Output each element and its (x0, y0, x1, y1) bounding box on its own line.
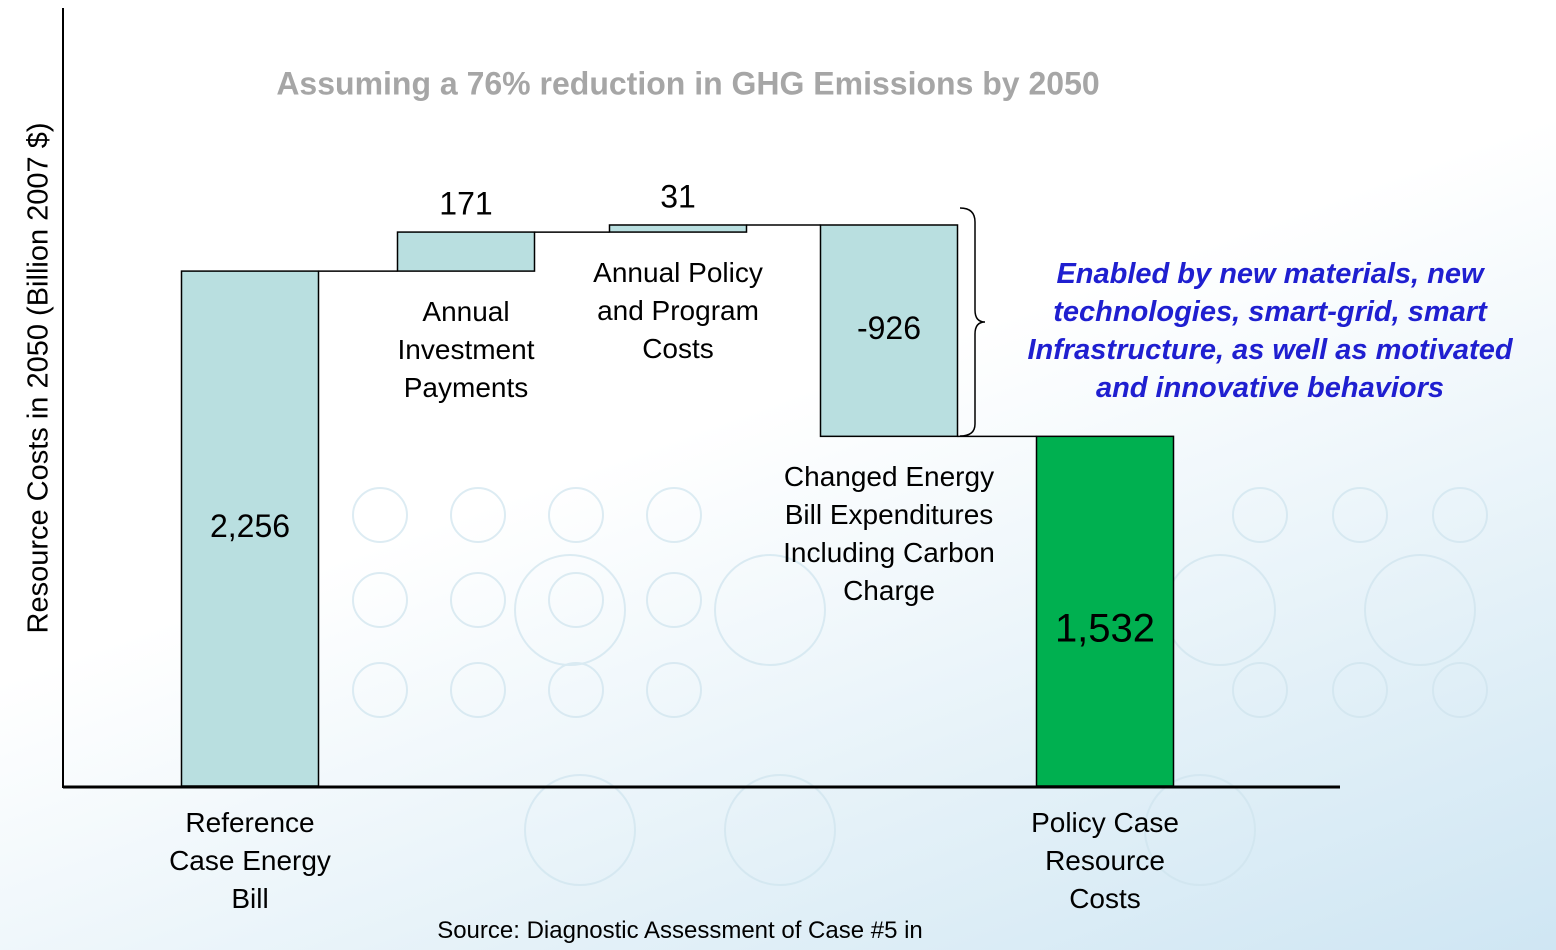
background-circles (352, 487, 1488, 886)
subtitle: Assuming a 76% reduction in GHG Emission… (276, 65, 1099, 101)
value-label: 171 (439, 186, 492, 222)
value-label: 1,532 (1055, 607, 1155, 651)
category-label: Reference Case Energy Bill (169, 807, 331, 914)
category-label: Annual Investment Payments (397, 296, 535, 404)
bracket (959, 207, 986, 437)
bar (1035, 435, 1175, 787)
bar (608, 224, 748, 233)
source: Source: Diagnostic Assessment of Case #5… (437, 917, 923, 944)
category-label: Policy Case Resource Costs (1031, 807, 1179, 914)
value-label: -926 (857, 310, 921, 346)
annotation: Enabled by new materials, new technologi… (1027, 258, 1513, 404)
bar (180, 270, 320, 787)
value-label: 2,256 (210, 508, 290, 544)
bar (819, 224, 959, 438)
category-label: Changed Energy Bill Expenditures Includi… (783, 461, 995, 607)
category-label: Annual Policy and Program Costs (593, 257, 763, 365)
bar (396, 231, 536, 272)
y-axis-label: Resource Costs in 2050 (Billion 2007 $) (23, 123, 55, 634)
value-label: 31 (660, 178, 696, 214)
